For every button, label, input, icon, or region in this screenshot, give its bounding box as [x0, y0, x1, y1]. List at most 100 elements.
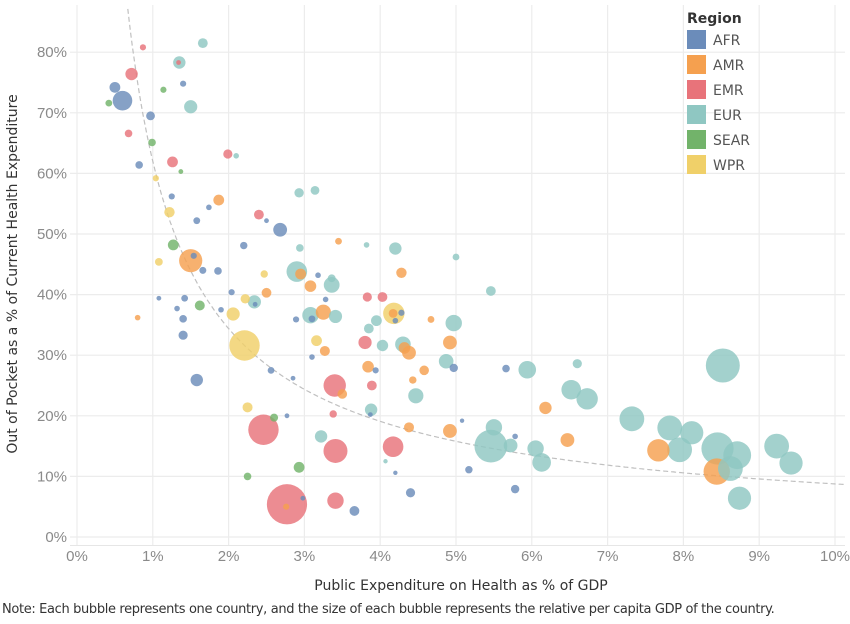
y-tick-label: 0% [45, 529, 67, 546]
bubble-afr [502, 364, 510, 373]
legend-label-emr: EMR [713, 83, 744, 99]
y-tick-label: 60% [37, 165, 67, 182]
bubble-afr [273, 222, 288, 237]
bubble-afr [190, 373, 203, 387]
bubble-amr [647, 439, 670, 462]
bubble-emr [139, 44, 147, 51]
bubble-afr [228, 289, 235, 296]
bubble-eur [445, 314, 462, 332]
x-tick-label: 5% [445, 548, 467, 565]
bubble-sear [160, 86, 167, 93]
bubble-afr [290, 375, 296, 381]
bubble-afr [405, 488, 416, 498]
bubble-eur [328, 309, 343, 324]
bubble-afr [392, 317, 399, 324]
bubble-wpr [260, 270, 268, 278]
bubble-afr [214, 267, 222, 275]
bubble-eur [247, 295, 261, 309]
bubble-sear [194, 300, 205, 311]
bubble-eur [485, 286, 496, 296]
trendline-layer [127, 8, 847, 486]
bubble-afr [267, 366, 275, 374]
y-tick-label: 20% [37, 408, 67, 425]
bubble-emr [382, 436, 404, 458]
bubble-emr [248, 414, 279, 445]
bubble-eur [561, 379, 582, 400]
bubble-eur [764, 433, 790, 459]
bubble-emr [176, 60, 181, 65]
bubble-emr [377, 292, 388, 302]
bubble-sear [178, 169, 184, 174]
bubble-eur [572, 359, 582, 369]
bubble-eur [296, 244, 304, 252]
trendline [127, 8, 847, 486]
x-tick-label: 6% [521, 548, 543, 565]
bubble-emr [329, 410, 337, 418]
y-tick-label: 30% [37, 347, 67, 364]
bubble-eur [680, 421, 704, 445]
bubble-amr [179, 249, 203, 273]
bubble-afr [252, 301, 258, 307]
bubble-eur [389, 242, 402, 255]
bubble-sear [167, 239, 179, 251]
legend-swatch-amr [687, 55, 706, 74]
bubble-amr [335, 237, 342, 245]
bubble-sear [148, 138, 156, 147]
bubble-eur [184, 100, 198, 114]
bubble-emr [327, 492, 344, 509]
bubble-eur [503, 438, 518, 453]
bubble-afr [109, 81, 121, 93]
bubble-afr [199, 266, 207, 274]
bubble-amr [213, 194, 225, 206]
bubble-amr [304, 280, 317, 292]
bubble-eur [485, 419, 503, 436]
x-tick-label: 3% [294, 548, 316, 565]
bubble-eur [657, 415, 683, 441]
bubble-amr [319, 345, 330, 356]
bubble-emr [366, 380, 377, 391]
bubble-eur [233, 153, 239, 159]
bubble-wpr [164, 206, 175, 218]
bubble-afr [300, 495, 306, 501]
x-tick-label: 10% [820, 548, 850, 565]
x-tick-label: 7% [597, 548, 619, 565]
bubble-sear [105, 99, 113, 107]
bubble-amr [337, 389, 348, 399]
bubble-eur [363, 323, 374, 334]
bubble-eur [314, 430, 328, 443]
legend-swatch-wpr [687, 155, 706, 174]
bubble-eur [518, 360, 537, 379]
chart-note: Note: Each bubble represents one country… [2, 602, 775, 617]
bubble-emr [362, 292, 372, 302]
bubble-afr [309, 354, 315, 360]
bubble-emr [323, 438, 348, 463]
bubble-afr [112, 90, 133, 111]
bubble-afr [349, 506, 360, 516]
bubble-afr [179, 315, 187, 323]
bubble-amr [388, 308, 398, 318]
bubble-eur [363, 242, 370, 248]
bubble-eur [294, 188, 304, 198]
bubble-eur [327, 274, 336, 283]
bubble-sear [293, 461, 305, 473]
bubble-afr [367, 412, 373, 417]
bubble-wpr [311, 335, 322, 347]
bubble-afr [240, 241, 248, 250]
bubble-eur [727, 486, 752, 510]
bubble-afr [459, 418, 465, 423]
bubble-sear [243, 472, 252, 481]
bubble-sear [270, 413, 279, 422]
bubble-emr [125, 67, 138, 81]
bubble-afr [135, 161, 143, 169]
bubble-emr [223, 149, 233, 159]
y-tick-label: 50% [37, 226, 67, 243]
bubble-amr [295, 268, 307, 280]
bubble-afr [156, 295, 162, 301]
bubble-afr [264, 218, 269, 224]
bubble-emr [124, 129, 133, 138]
bubble-afr [512, 433, 518, 440]
bubble-eur [619, 406, 645, 432]
bubble-afr [168, 193, 175, 200]
x-tick-label: 1% [142, 548, 164, 565]
bubble-chart: 0% 1% 2% 3% 4% 5% 6% 7% 8% 9% 10% 0% 10% 20% 30% 40% 50… [5, 5, 850, 594]
